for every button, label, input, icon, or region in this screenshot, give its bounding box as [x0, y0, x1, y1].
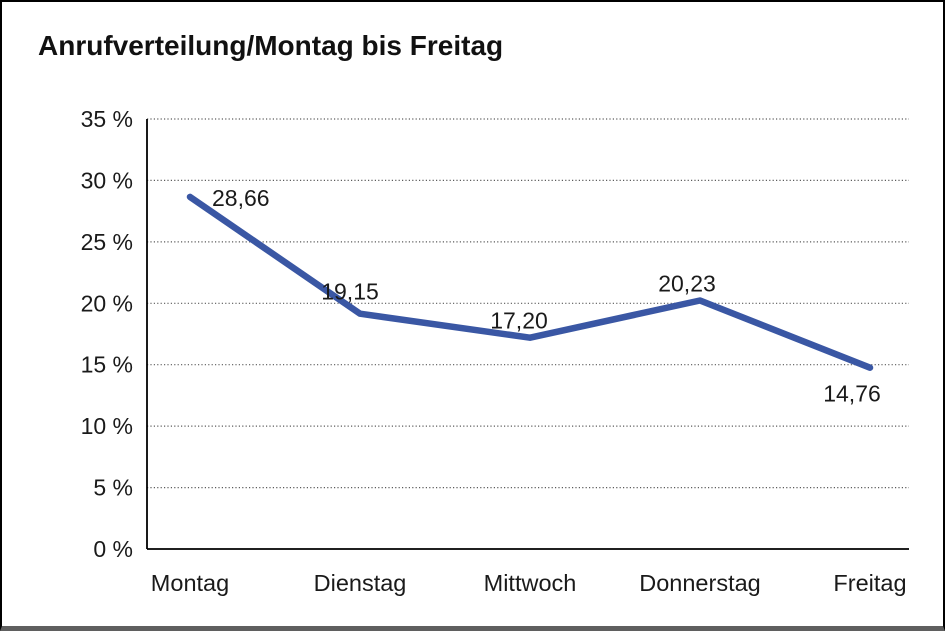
data-point-label: 28,66	[212, 185, 270, 211]
x-category-label: Mittwoch	[484, 570, 577, 596]
y-tick-label: 0 %	[93, 536, 133, 562]
data-point-label: 19,15	[321, 279, 379, 305]
data-point-label: 14,76	[823, 381, 881, 407]
y-tick-label: 15 %	[81, 352, 133, 378]
y-tick-label: 10 %	[81, 413, 133, 439]
x-category-label: Montag	[151, 570, 229, 596]
y-tick-label: 30 %	[81, 167, 133, 193]
data-point-label: 20,23	[658, 271, 716, 297]
x-category-label: Dienstag	[314, 570, 407, 596]
data-series-line	[186, 193, 874, 371]
y-tick-label: 35 %	[81, 106, 133, 132]
y-tick-label: 20 %	[81, 290, 133, 316]
y-tick-label: 25 %	[81, 229, 133, 255]
chart-title: Anrufverteilung/Montag bis Freitag	[38, 30, 504, 61]
data-point-label: 17,20	[490, 308, 548, 334]
y-tick-label: 5 %	[93, 475, 133, 501]
x-category-label: Freitag	[833, 570, 906, 596]
x-category-label: Donnerstag	[639, 570, 761, 596]
